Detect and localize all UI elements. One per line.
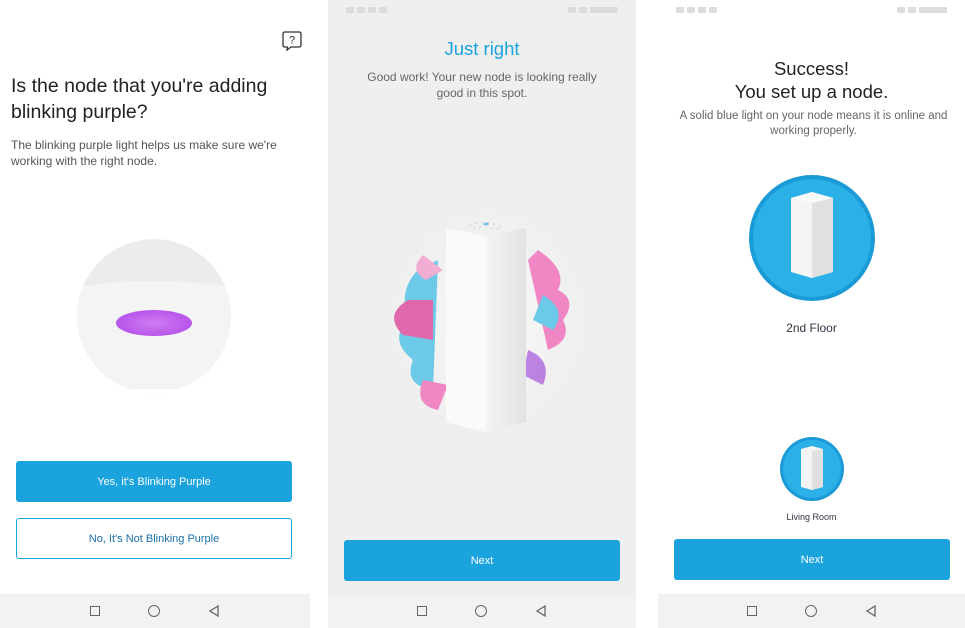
status-bar	[676, 4, 947, 16]
title-line-1: Success!	[773, 58, 850, 79]
back-icon[interactable]	[208, 605, 220, 617]
no-blinking-purple-button[interactable]: No, It's Not Blinking Purple	[16, 518, 292, 559]
android-nav-bar	[0, 594, 310, 628]
back-icon[interactable]	[535, 605, 547, 617]
home-icon[interactable]	[475, 605, 487, 617]
alarm-icon	[709, 7, 717, 13]
battery-icon	[590, 7, 618, 13]
title-line-2: You set up a node.	[734, 81, 889, 102]
help-question-icon[interactable]: ?	[282, 30, 302, 52]
node-2nd-floor-label: 2nd Floor	[786, 321, 837, 335]
signal-icon	[687, 7, 695, 13]
page-description: The blinking purple light helps us make …	[11, 138, 277, 168]
page-description: Good work! Your new node is looking real…	[367, 70, 597, 100]
home-icon[interactable]	[804, 605, 817, 617]
recent-apps-icon[interactable]	[90, 606, 100, 616]
node-living-room-icon[interactable]	[779, 436, 845, 502]
page-title: Just right	[444, 38, 520, 59]
yes-blinking-purple-button[interactable]: Yes, it's Blinking Purple	[16, 461, 292, 502]
node-top-light-illustration	[77, 239, 231, 393]
screen-blinking-purple: ? Is the node that you're adding blinkin…	[0, 0, 310, 628]
wifi-icon	[368, 7, 376, 13]
next-button[interactable]: Next	[344, 540, 620, 581]
notification-icon	[346, 7, 354, 13]
svg-text:?: ?	[289, 35, 295, 47]
battery-icon	[919, 7, 947, 13]
bluetooth-icon	[908, 7, 916, 13]
page-title: Success! You set up a node.	[658, 57, 965, 103]
next-button[interactable]: Next	[674, 539, 950, 580]
node-placement-illustration	[378, 200, 598, 445]
node-living-room-label: Living Room	[786, 512, 837, 522]
back-icon[interactable]	[865, 605, 877, 617]
recent-apps-icon[interactable]	[746, 606, 757, 616]
home-icon[interactable]	[148, 605, 160, 617]
screen-just-right: Just right Good work! Your new node is l…	[328, 0, 636, 628]
color-splash	[394, 250, 570, 410]
screen-success: Success! You set up a node. A solid blue…	[658, 0, 965, 628]
page-description: A solid blue light on your node means it…	[679, 110, 948, 137]
bluetooth-icon	[579, 7, 587, 13]
status-bar	[346, 4, 618, 16]
nfc-icon	[568, 7, 576, 13]
android-nav-bar	[328, 594, 636, 628]
page-title: Is the node that you're adding blinking …	[11, 75, 268, 123]
nfc-icon	[897, 7, 905, 13]
alarm-icon	[379, 7, 387, 13]
node-2nd-floor-icon[interactable]	[748, 174, 876, 302]
signal-icon	[357, 7, 365, 13]
android-nav-bar	[658, 594, 965, 628]
notification-icon	[676, 7, 684, 13]
wifi-icon	[698, 7, 706, 13]
recent-apps-icon[interactable]	[417, 606, 427, 616]
